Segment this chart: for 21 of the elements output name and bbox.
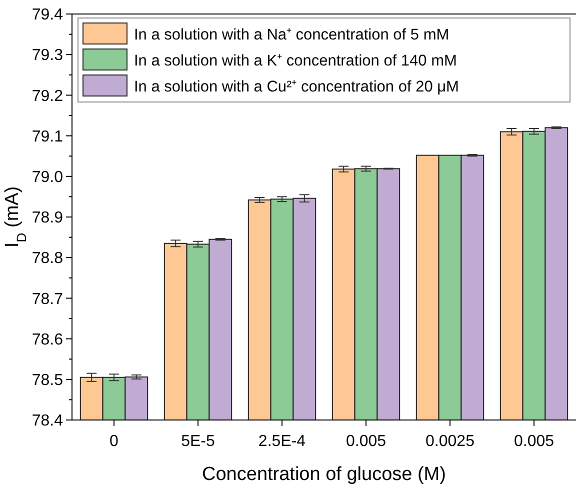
y-tick-label: 79.4 [32, 6, 64, 24]
x-tick-label: 0.005 [514, 433, 554, 450]
x-tick-label: 2.5E-4 [258, 433, 306, 450]
y-tick-label: 78.9 [32, 210, 64, 227]
x-axis-title: Concentration of glucose (M) [202, 464, 446, 485]
y-tick-label: 78.6 [32, 331, 64, 348]
y-tick-label: 79.0 [32, 169, 64, 186]
x-tick-label: 5E-5 [181, 433, 215, 450]
y-tick-label: 78.7 [32, 290, 64, 308]
y-tick-label: 78.4 [32, 412, 64, 430]
y-tick-label: 79.3 [32, 47, 64, 64]
x-tick-label: 0 [110, 433, 119, 450]
legend-label: In a solution with a Cu²⁺ concentration of 20 μM [134, 78, 459, 96]
legend-label: In a solution with a Na⁺ concentration of 5 mM [134, 26, 450, 44]
x-tick-label: 0.005 [346, 433, 386, 450]
x-tick-label: 0.0025 [426, 433, 475, 450]
y-tick-label: 78.5 [32, 372, 64, 389]
legend-label: In a solution with a K⁺ concentration of 140 mM [134, 52, 457, 70]
y-tick-label: 79.2 [32, 88, 64, 105]
y-tick-label: 78.8 [32, 250, 64, 268]
y-tick-label: 79.1 [32, 128, 64, 146]
